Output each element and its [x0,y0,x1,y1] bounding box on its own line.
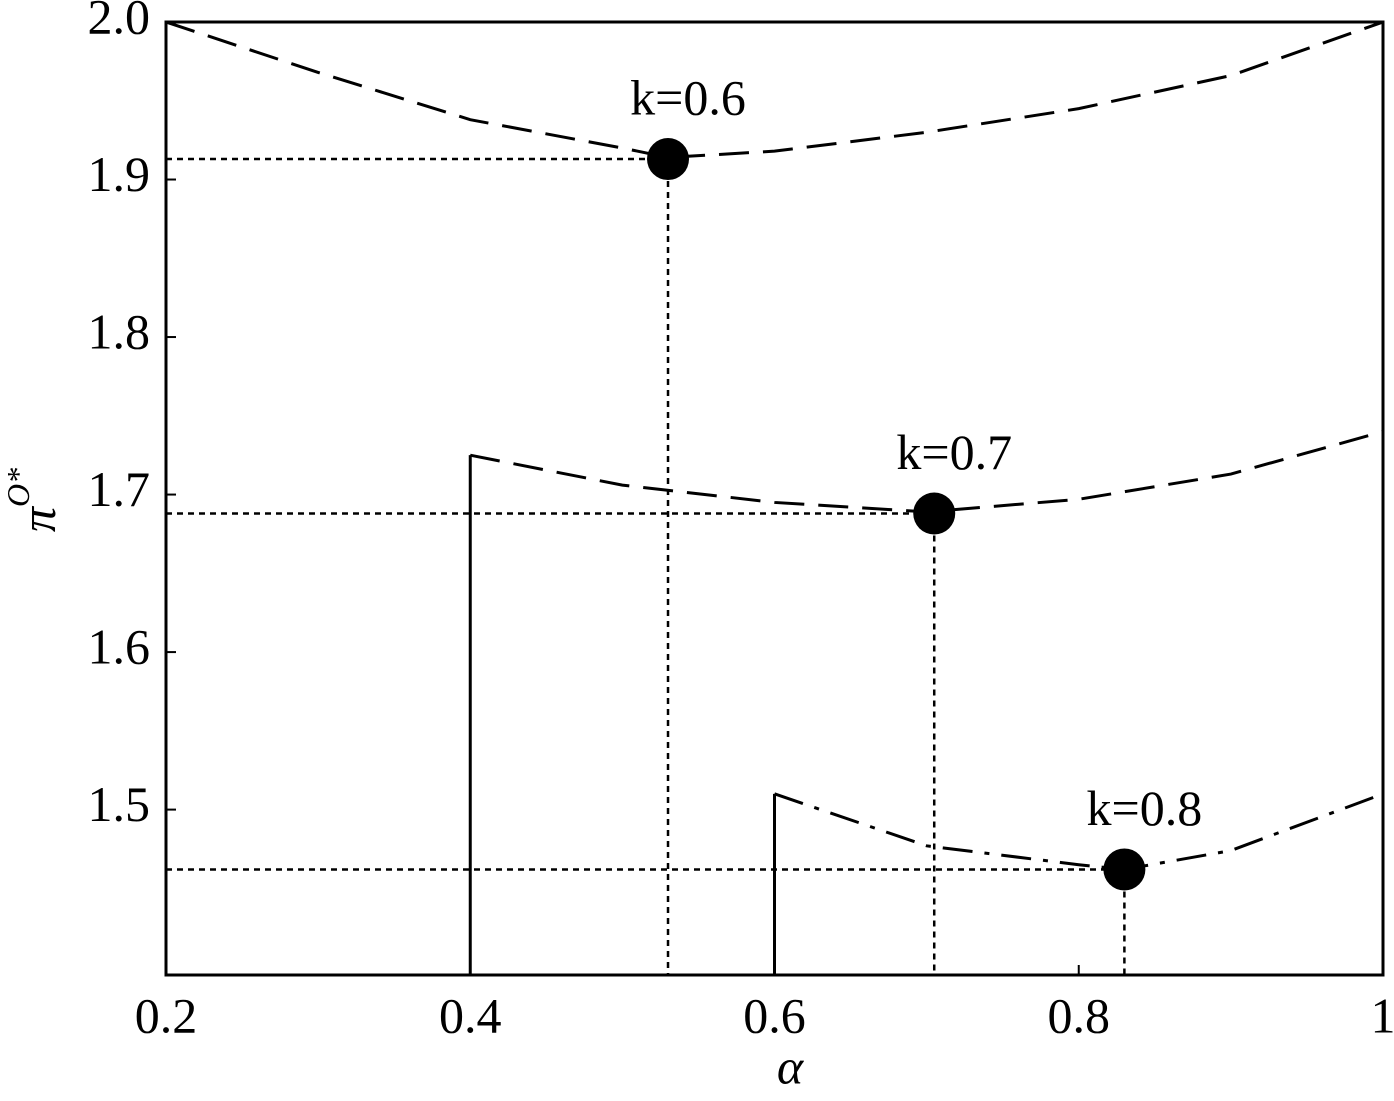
y-tick-label: 1.8 [88,304,151,360]
x-tick-label: 0.2 [135,987,198,1043]
optimum-point [913,492,955,534]
point-label: k=0.6 [630,70,746,126]
y-tick-label: 2.0 [88,0,151,44]
y-axis-label-base: π [10,505,66,532]
x-axis-label: α [777,1038,805,1094]
optimum-point [647,138,689,180]
optimum-point [1103,848,1145,890]
y-tick-label: 1.7 [88,461,151,517]
x-tick-label: 1 [1371,987,1394,1043]
y-axis-label-sup: O* [0,468,36,507]
x-tick-label: 0.6 [743,987,806,1043]
point-label: k=0.7 [896,424,1012,480]
line-series [166,22,1383,157]
y-tick-label: 1.6 [88,619,151,675]
point-label: k=0.8 [1087,780,1203,836]
line-series [775,794,1384,870]
y-axis-label: πO* [0,468,66,532]
x-tick-label: 0.8 [1048,987,1111,1043]
y-tick-label: 1.5 [88,776,151,832]
y-tick-label: 1.9 [88,146,151,202]
x-tick-label: 0.4 [439,987,502,1043]
